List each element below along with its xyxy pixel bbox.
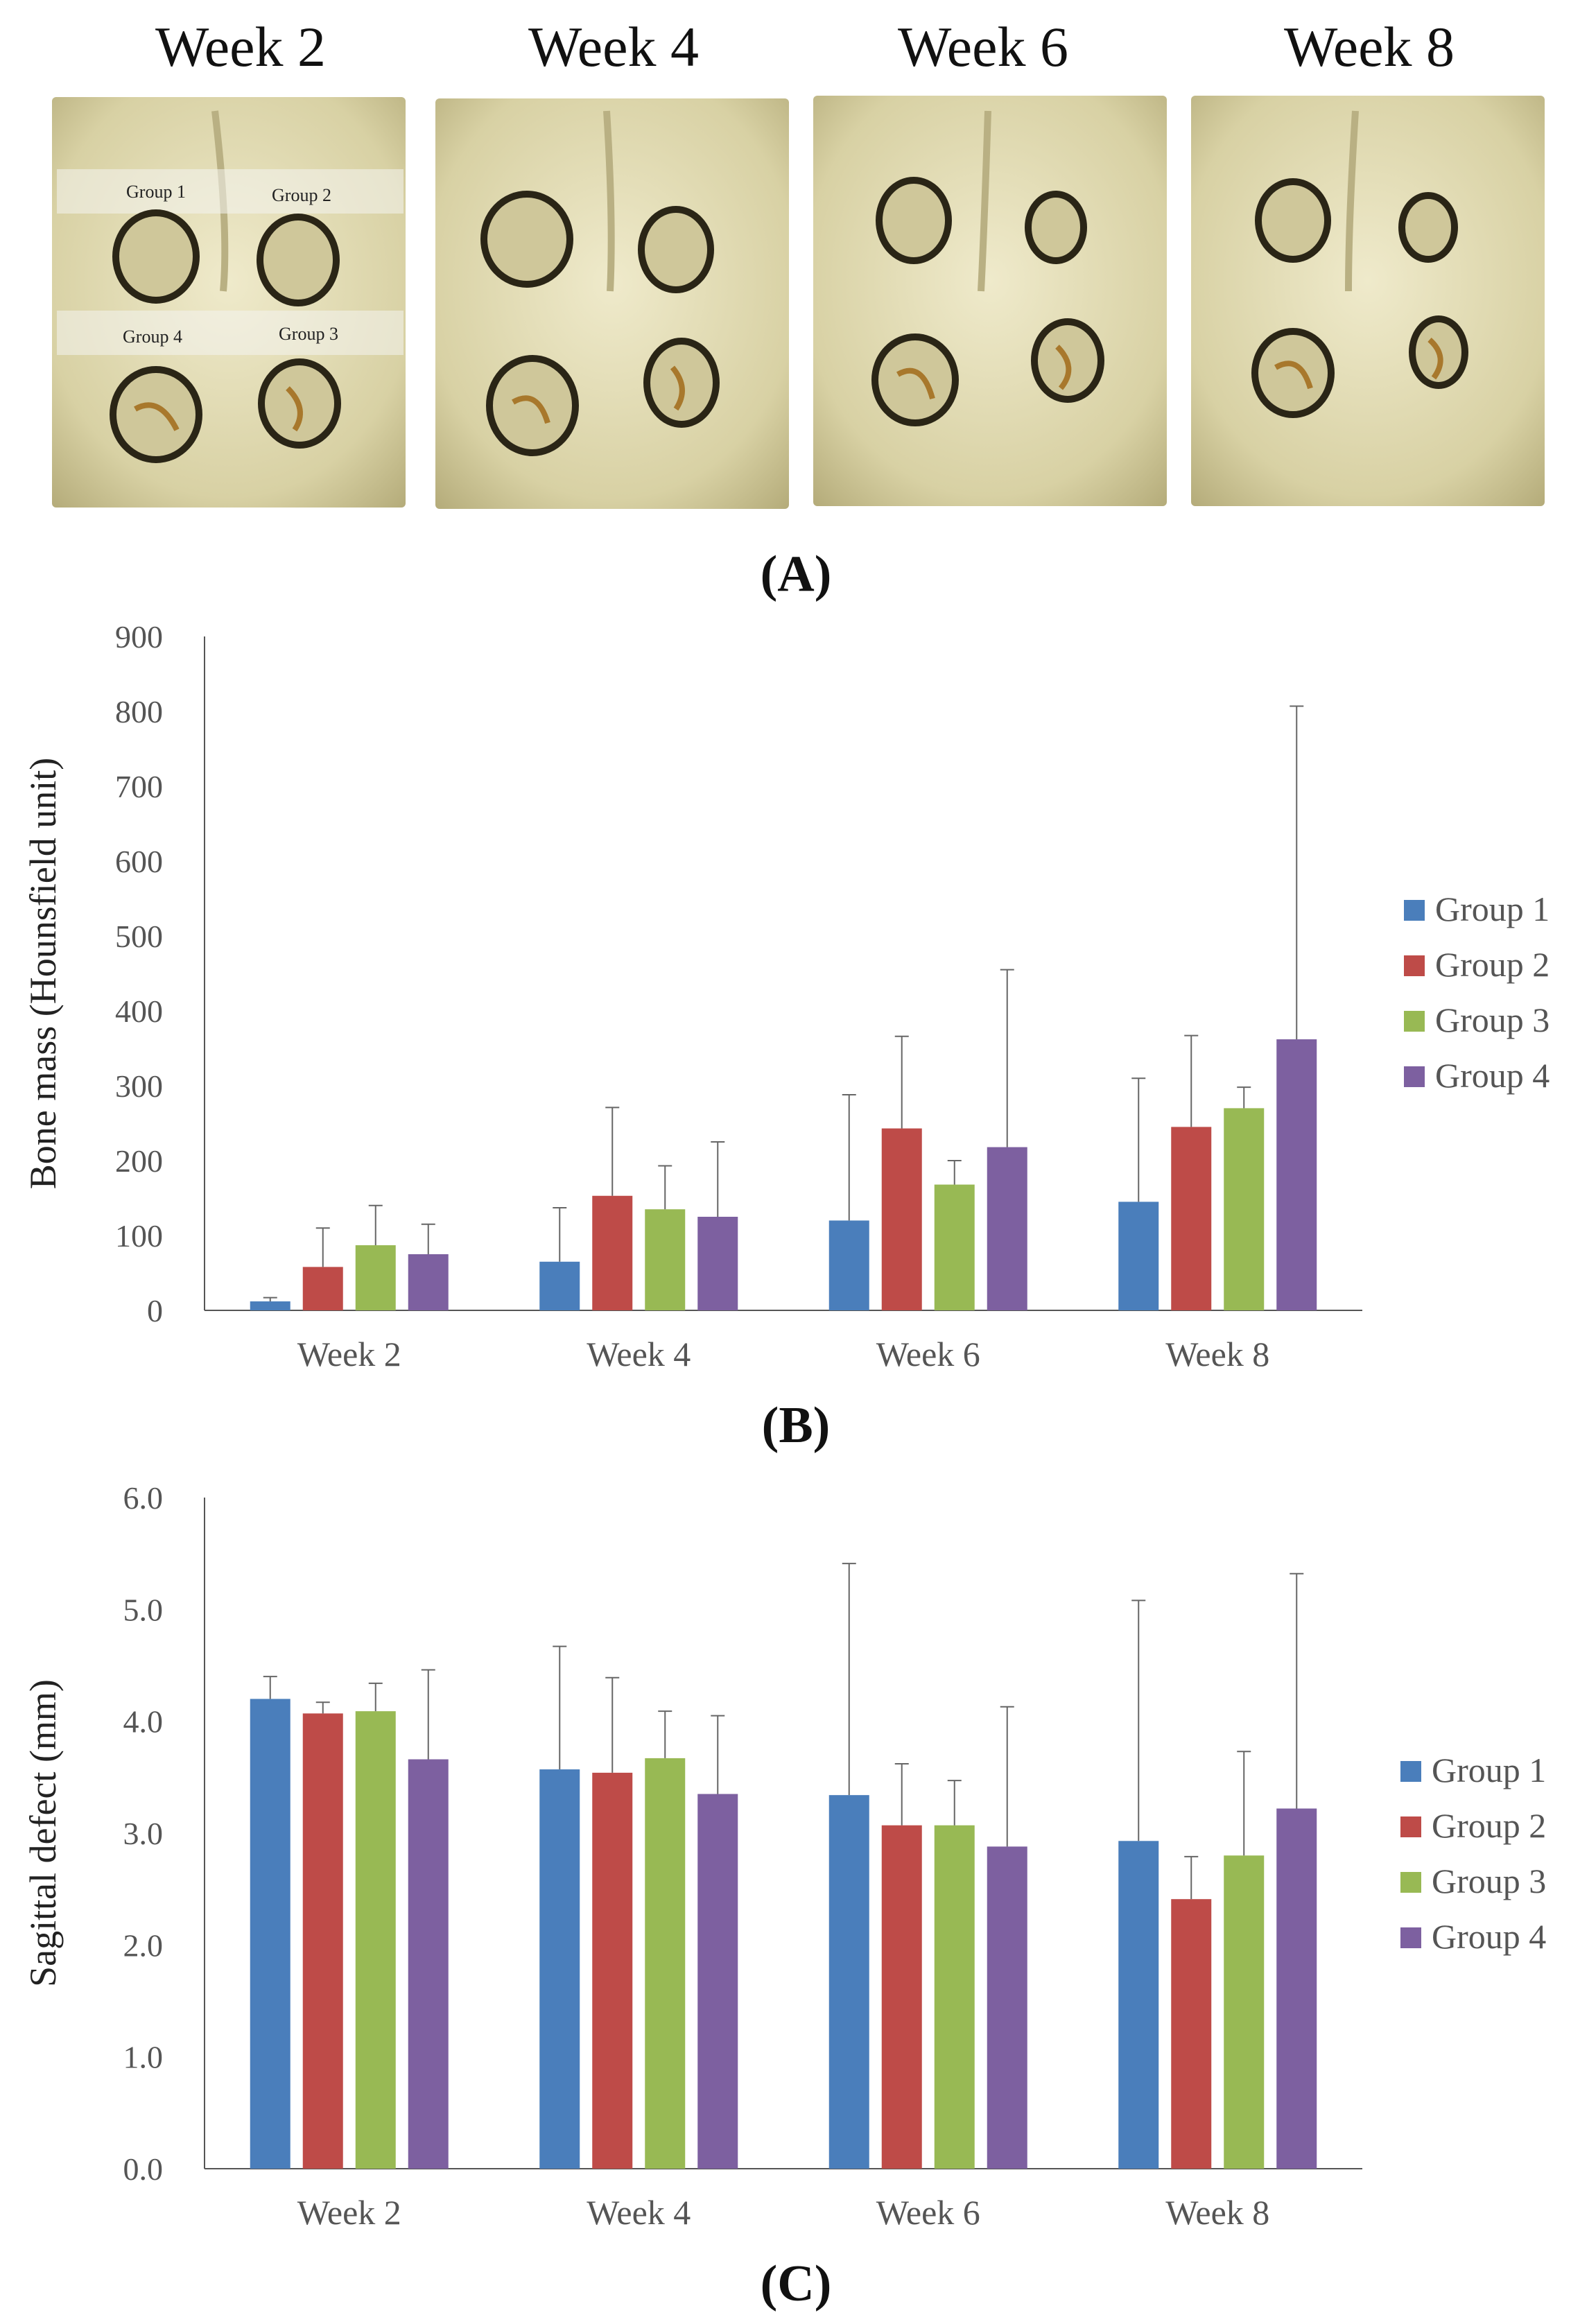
bar-group-4-week-4 [697, 1217, 738, 1310]
bar-group-2-week-4 [592, 1772, 633, 2169]
sagittal-defect-chart: 0.0 1.0 2.0 3.0 4.0 5.0 6.0 Sagittal defect (mm… [22, 1480, 1546, 2312]
y-tick-label: 600 [115, 844, 163, 879]
bar-group-1-week-8 [1118, 1202, 1159, 1310]
bar-group-2-week-6 [881, 1128, 922, 1310]
y-tick-label: 900 [115, 619, 163, 654]
bar-group-3-week-8 [1224, 1108, 1265, 1310]
bar-group-2-week-8 [1171, 1127, 1212, 1310]
bar-group-3-week-8 [1224, 1855, 1265, 2169]
scan-group-label: Group 2 [272, 185, 331, 205]
bar-group-2-week-8 [1171, 1899, 1212, 2169]
legend-swatch [1404, 1066, 1425, 1087]
y-tick-label: 6.0 [123, 1480, 164, 1516]
legend-label: Group 3 [1435, 1000, 1550, 1039]
y-tick-label: 0.0 [123, 2151, 164, 2187]
bar-group-4-week-6 [987, 1147, 1027, 1310]
bar-group-4-week-2 [408, 1254, 449, 1310]
bar-group-1-week-2 [250, 1301, 290, 1310]
bar-group-3-week-2 [355, 1711, 396, 2169]
bar-group-1-week-6 [828, 1220, 869, 1310]
week-label-4: Week 8 [1284, 15, 1455, 78]
week-label-2: Week 4 [528, 15, 699, 78]
legend-label: Group 4 [1432, 1917, 1546, 1956]
y-tick-label: 5.0 [123, 1592, 164, 1627]
bar-group-3-week-4 [645, 1209, 686, 1310]
ct-scan-week-8 [1191, 96, 1545, 506]
legend-label: Group 3 [1432, 1862, 1546, 1900]
legend-swatch [1400, 1927, 1421, 1948]
bar-group-3-week-2 [355, 1245, 396, 1310]
x-tick-label: Week 6 [876, 2193, 980, 2232]
bar-group-4-week-6 [987, 1846, 1027, 2169]
y-axis-label: Bone mass (Hounsfield unit) [22, 758, 64, 1189]
x-tick-label: Week 2 [297, 2193, 401, 2232]
y-tick-label: 400 [115, 994, 163, 1029]
x-tick-label: Week 8 [1165, 1335, 1269, 1373]
week-label-1: Week 2 [155, 15, 326, 78]
bar-group-2-week-2 [302, 1267, 343, 1310]
legend-label: Group 1 [1432, 1751, 1546, 1789]
bar-group-4-week-2 [408, 1759, 449, 2169]
panel-caption: (B) [762, 1397, 831, 1454]
bar-group-3-week-6 [934, 1825, 975, 2169]
week-label-3: Week 6 [898, 15, 1068, 78]
y-tick-label: 4.0 [123, 1704, 164, 1740]
legend-label: Group 1 [1435, 890, 1550, 928]
bar-group-4-week-4 [697, 1794, 738, 2169]
bar-group-1-week-8 [1118, 1841, 1159, 2169]
ct-scan-week-4 [435, 98, 789, 509]
scan-group-label: Group 1 [126, 182, 186, 202]
ct-scan-week-6 [813, 96, 1167, 506]
legend-swatch [1404, 1011, 1425, 1032]
legend-swatch [1404, 900, 1425, 921]
bar-group-3-week-4 [645, 1758, 686, 2169]
panel-caption: (C) [761, 2255, 832, 2312]
y-tick-label: 800 [115, 694, 163, 729]
bar-group-1-week-6 [828, 1795, 869, 2169]
y-tick-label: 1.0 [123, 2040, 164, 2075]
legend-label: Group 4 [1435, 1056, 1550, 1095]
x-tick-label: Week 6 [876, 1335, 980, 1373]
scan-group-label: Group 3 [279, 324, 338, 344]
legend-label: Group 2 [1435, 945, 1550, 984]
y-tick-label: 300 [115, 1068, 163, 1104]
bar-group-2-week-6 [881, 1825, 922, 2169]
y-tick-label: 3.0 [123, 1816, 164, 1851]
bar-group-2-week-2 [302, 1713, 343, 2169]
legend-swatch [1400, 1761, 1421, 1782]
y-axis-label: Sagittal defect (mm) [22, 1679, 64, 1987]
y-tick-label: 2.0 [123, 1927, 164, 1963]
legend-swatch [1404, 955, 1425, 976]
bar-group-3-week-6 [934, 1184, 975, 1310]
x-tick-label: Week 4 [587, 2193, 691, 2232]
x-tick-label: Week 8 [1165, 2193, 1269, 2232]
y-tick-label: 500 [115, 919, 163, 954]
legend-label: Group 2 [1432, 1806, 1546, 1845]
x-tick-label: Week 4 [587, 1335, 691, 1373]
scan-group-label: Group 4 [123, 327, 182, 347]
ct-scan-week-2: Group 1 Group 2 Group 4 Group 3 [52, 97, 406, 508]
bar-group-4-week-8 [1276, 1039, 1317, 1310]
bone-mass-chart: 0 100 200 300 400 500 600 700 800 900 Bone mass (H… [22, 619, 1550, 1454]
bar-group-1-week-4 [539, 1261, 580, 1310]
y-tick-label: 200 [115, 1143, 163, 1179]
y-tick-label: 0 [147, 1293, 163, 1328]
panel-a: Week 2 Week 4 Week 6 Week 8 Group 1 Grou… [52, 15, 1545, 602]
y-tick-label: 100 [115, 1218, 163, 1254]
bar-group-1-week-4 [539, 1769, 580, 2169]
bar-group-1-week-2 [250, 1699, 290, 2169]
y-tick-label: 700 [115, 769, 163, 804]
panel-a-caption: (A) [761, 546, 832, 602]
bar-group-2-week-4 [592, 1195, 633, 1310]
bar-group-4-week-8 [1276, 1808, 1317, 2169]
legend-swatch [1400, 1872, 1421, 1893]
x-tick-label: Week 2 [297, 1335, 401, 1373]
legend-swatch [1400, 1816, 1421, 1837]
